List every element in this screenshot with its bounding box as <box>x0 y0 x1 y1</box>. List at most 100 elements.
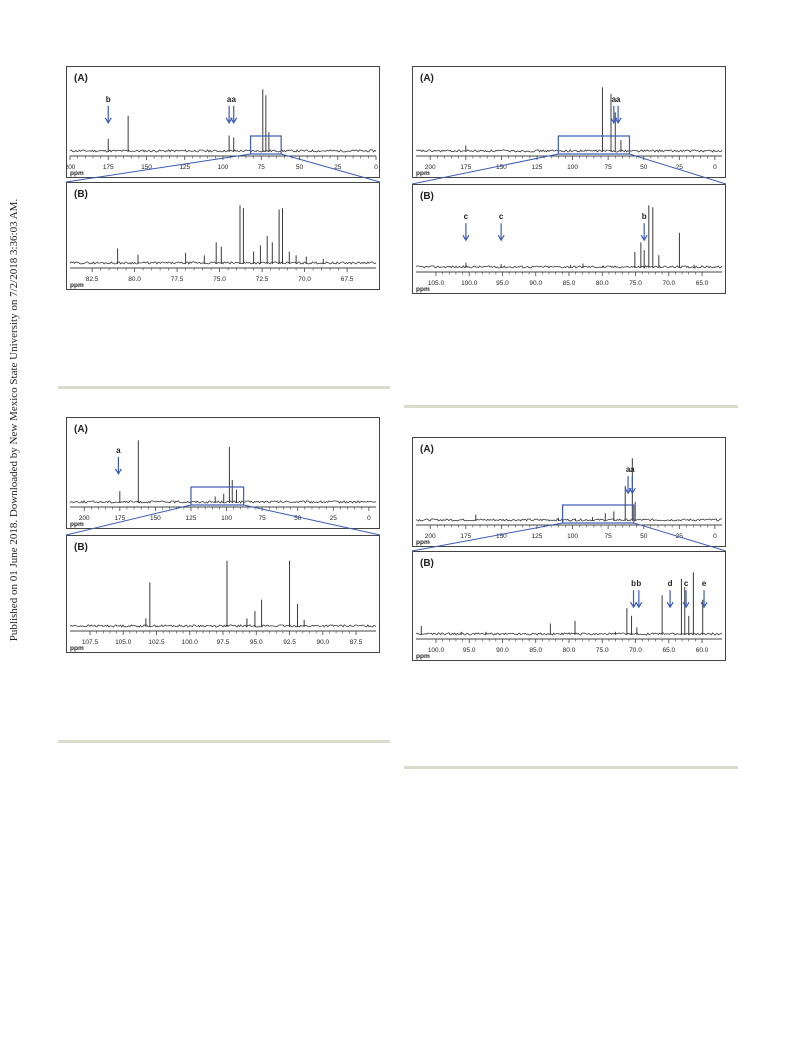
panel-b-tick-label: 75.0 <box>596 647 609 654</box>
panel-a-tick-label: 200 <box>79 515 90 522</box>
panel-a-baseline <box>415 149 723 153</box>
panel-a-tick-label: 125 <box>179 164 190 171</box>
zoom-region-box <box>249 135 282 155</box>
panel-a-tick-label: 50 <box>640 533 648 540</box>
panel-b-tick-label: 107.5 <box>82 639 99 646</box>
panel-a-tick-label: 75 <box>259 515 267 522</box>
figure-bottom-left: (A) 200 175 150 125 100 75 50 25 0 ppm a (B) 107.5 105… <box>65 417 381 653</box>
panel-a-tick-label: 100 <box>567 533 578 540</box>
panel-a-axis-unit: ppm <box>416 539 430 546</box>
figure-top-right: (A) 200 175 150 125 100 75 50 25 0 ppm a a (B) 105.0 10… <box>411 66 727 294</box>
panel-b-baseline <box>69 624 377 628</box>
panel-b-tick-label: 102.5 <box>148 639 165 646</box>
nmr-figure-bottom-left: (A) 200 175 150 125 100 75 50 25 0 ppm a (B) 107.5 105… <box>65 417 381 653</box>
panel-a-tick-label: 175 <box>460 533 471 540</box>
section-divider <box>58 386 390 389</box>
panel-b-tick-label: 92.5 <box>283 639 296 646</box>
panel-a-annotation-a: a <box>227 95 232 104</box>
panel-a-label: (A) <box>74 424 88 435</box>
panel-b-annotation-c: c <box>464 212 469 221</box>
panel-a-annotation-a: a <box>626 465 631 474</box>
section-divider <box>58 740 390 743</box>
panel-b-frame <box>66 182 380 290</box>
panel-b-tick-label: 105.0 <box>115 639 132 646</box>
zoom-connector-right <box>629 153 727 185</box>
panel-a-tick-label: 75 <box>258 164 266 171</box>
panel-a-annotation-b: b <box>106 95 111 104</box>
panel-b-tick-label: 100.0 <box>461 280 478 287</box>
panel-b-label: (B) <box>420 191 434 202</box>
panel-b-annotation-c: c <box>684 579 689 588</box>
zoom-connector-left <box>65 153 251 183</box>
panel-b-axis-unit: ppm <box>416 653 430 660</box>
panel-b-tick-label: 100.0 <box>428 647 445 654</box>
panel-a-tick-label: 50 <box>294 515 302 522</box>
panel-b-axis-unit: ppm <box>70 645 84 652</box>
panel-a-baseline <box>415 518 723 522</box>
zoom-connector-left <box>411 522 563 552</box>
panel-b-annotation-b: b <box>636 579 641 588</box>
panel-a-annotation-a: a <box>616 95 621 104</box>
panel-a-tick-label: 125 <box>532 533 543 540</box>
panel-b-annotation-b: b <box>642 212 647 221</box>
arrow-head-icon <box>635 601 643 609</box>
panel-b-tick-label: 60.0 <box>696 647 709 654</box>
panel-b-tick-label: 82.5 <box>86 276 99 283</box>
arrow-head-icon <box>700 601 708 609</box>
panel-a-tick-label: 150 <box>150 515 161 522</box>
arrow-head-icon <box>114 468 122 476</box>
arrow-head-icon <box>628 487 636 495</box>
section-divider <box>404 405 738 408</box>
zoom-connector-right <box>633 522 727 552</box>
panel-a-tick-label: 125 <box>532 164 543 171</box>
panel-b-tick-label: 95.0 <box>496 280 509 287</box>
panel-b-tick-label: 75.0 <box>213 276 226 283</box>
section-divider <box>404 766 738 769</box>
panel-a-tick-label: 25 <box>334 164 342 171</box>
arrow-head-icon <box>640 234 648 242</box>
nmr-figure-top-right: (A) 200 175 150 125 100 75 50 25 0 ppm a a (B) 105.0 10… <box>411 66 727 294</box>
arrow-head-icon <box>104 117 112 125</box>
zoom-connector-right <box>281 153 381 183</box>
panel-b-label: (B) <box>74 189 88 200</box>
panel-b-annotation-d: d <box>668 579 673 588</box>
panel-a-tick-label: 150 <box>496 164 507 171</box>
panel-b-tick-label: 65.0 <box>662 647 675 654</box>
publication-sidebar-text: Published on 01 June 2018. Downloaded by… <box>8 199 20 642</box>
panel-b-tick-label: 67.5 <box>341 276 354 283</box>
zoom-region-box <box>557 135 631 155</box>
zoom-region-box <box>561 504 635 524</box>
panel-b-tick-label: 100.0 <box>182 639 199 646</box>
panel-b-axis-unit: ppm <box>416 286 430 293</box>
panel-b-baseline <box>415 265 723 269</box>
panel-b-tick-label: 75.0 <box>629 280 642 287</box>
zoom-connector-right <box>243 504 381 536</box>
panel-a-tick-label: 200 <box>425 533 436 540</box>
panel-a-axis-unit: ppm <box>70 521 84 528</box>
arrow-head-icon <box>614 117 622 125</box>
panel-a-axis-unit: ppm <box>416 170 430 177</box>
nmr-figure-top-left: (A) 200 175 150 125 100 75 50 25 0 ppm b a a (B) 82.5 80… <box>65 66 381 290</box>
panel-b-tick-label: 80.0 <box>596 280 609 287</box>
panel-b-tick-label: 70.0 <box>629 647 642 654</box>
panel-b-label: (B) <box>420 558 434 569</box>
panel-b-tick-label: 97.5 <box>217 639 230 646</box>
panel-a-frame <box>412 437 726 547</box>
panel-a-annotation-a: a <box>231 95 236 104</box>
panel-a-tick-label: 200 <box>425 164 436 171</box>
panel-a-tick-label: 25 <box>330 515 338 522</box>
panel-a-tick-label: 175 <box>460 164 471 171</box>
arrow-head-icon <box>462 234 470 242</box>
panel-b-tick-label: 90.0 <box>529 280 542 287</box>
arrow-head-icon <box>230 117 238 125</box>
panel-a-frame <box>66 66 380 178</box>
panel-a-tick-label: 0 <box>367 515 371 522</box>
panel-b-tick-label: 77.5 <box>171 276 184 283</box>
panel-a-baseline <box>69 499 377 504</box>
panel-b-tick-label: 95.0 <box>463 647 476 654</box>
panel-a-tick-label: 25 <box>676 164 684 171</box>
zoom-region-box <box>190 486 245 506</box>
panel-b-tick-label: 85.0 <box>529 647 542 654</box>
panel-b-tick-label: 90.0 <box>316 639 329 646</box>
panel-b-tick-label: 105.0 <box>428 280 445 287</box>
